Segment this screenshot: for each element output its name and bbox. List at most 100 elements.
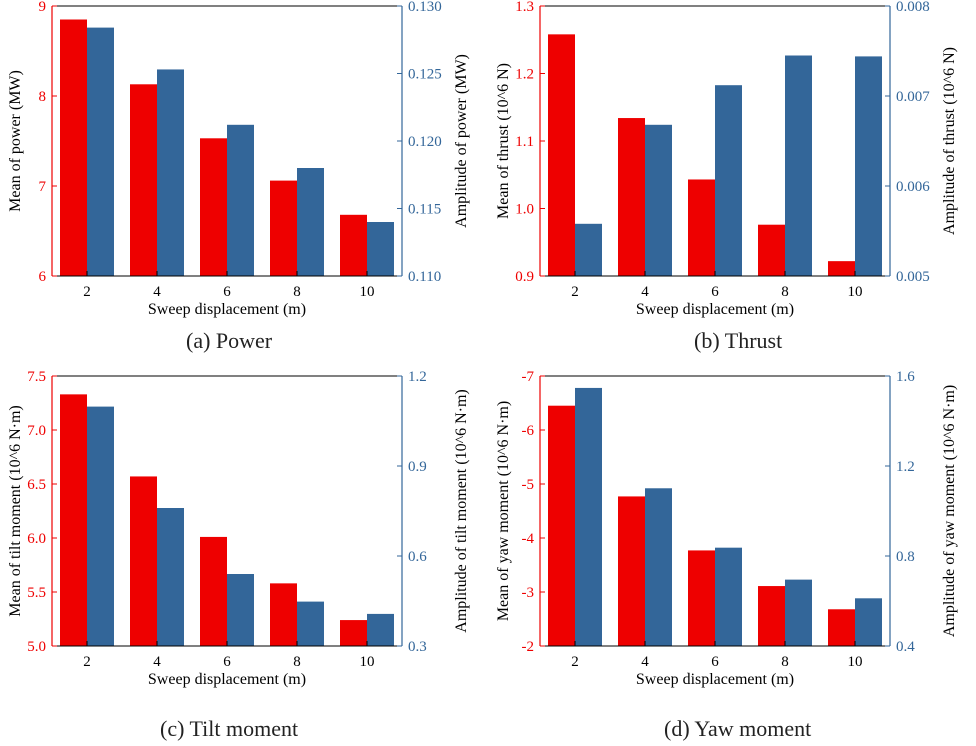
left-axis-label: Mean of tilt moment (10^6 N·m): [7, 405, 24, 616]
bar-amplitude-10: [855, 598, 882, 646]
x-tick-label: 8: [781, 284, 789, 300]
right-tick-label: 0.9: [408, 459, 427, 475]
bar-amplitude-8: [785, 579, 812, 646]
bar-mean-2: [60, 394, 87, 646]
bar-amplitude-2: [87, 27, 114, 276]
chart-tilt-moment: 2 4 6 8 10 5.0 5.5 6.0 6.5 7.0 7.5 0.3 0.6 0.9 1.2 Mean…: [7, 370, 470, 688]
right-tick-label: 1.2: [408, 370, 427, 385]
bar-mean-4: [618, 118, 645, 276]
bar-amplitude-10: [367, 613, 394, 646]
caption-tilt-moment: (c) Tilt moment: [160, 716, 299, 741]
left-tick-label: 5.0: [27, 639, 46, 655]
right-tick-label: 1.2: [896, 459, 915, 475]
bar-mean-2: [60, 19, 87, 276]
bar-amplitude-4: [157, 69, 184, 276]
bar-amplitude-2: [575, 223, 602, 276]
bar-amplitude-6: [227, 574, 254, 646]
bar-amplitude-2: [575, 387, 602, 646]
bar-amplitude-4: [157, 508, 184, 646]
bar-amplitude-6: [715, 547, 742, 646]
bar-amplitude-10: [855, 56, 882, 277]
x-axis-label: Sweep displacement (m): [148, 301, 306, 318]
bar-mean-4: [618, 496, 645, 646]
left-tick-label: -2: [522, 639, 535, 655]
left-axis-label: Mean of yaw moment (10^6 N·m): [495, 401, 512, 621]
right-tick-label: 0.110: [408, 269, 441, 285]
x-tick-label: 10: [360, 654, 375, 670]
bar-mean-10: [340, 620, 367, 646]
left-tick-label: -7: [522, 370, 535, 385]
x-tick-label: 4: [641, 284, 649, 300]
right-axis-label: Amplitude of yaw moment (10^6 N·m): [941, 385, 958, 637]
right-tick-label: 0.007: [896, 89, 930, 105]
bar-mean-2: [548, 34, 575, 276]
left-tick-label: -6: [522, 423, 535, 439]
right-tick-label: 0.008: [896, 0, 930, 15]
left-tick-label: 7.5: [27, 370, 46, 385]
left-tick-label: 7.0: [27, 423, 46, 439]
left-tick-label: 1.0: [515, 202, 534, 218]
chart-power: 2 4 6 8 10 6 7 8 9 0.110 0.115 0.120 0.125 0.130 Mean …: [7, 0, 470, 318]
bar-mean-8: [758, 224, 785, 276]
caption-thrust: (b) Thrust: [694, 328, 783, 353]
right-tick-label: 0.6: [408, 549, 427, 565]
chart-thrust: 2 4 6 8 10 0.9 1.0 1.1 1.2 1.3 0.005 0.006 0.007 0.00…: [495, 0, 958, 318]
bar-amplitude-8: [297, 601, 324, 646]
left-tick-label: 7: [39, 179, 47, 195]
right-tick-label: 0.006: [896, 179, 930, 195]
bar-mean-6: [688, 179, 715, 276]
bar-mean-6: [200, 536, 227, 646]
bar-mean-4: [130, 476, 157, 646]
left-tick-label: 1.2: [515, 67, 534, 83]
bar-mean-8: [758, 586, 785, 646]
left-tick-label: -4: [522, 531, 535, 547]
bar-mean-10: [828, 261, 855, 276]
x-tick-label: 2: [83, 284, 91, 300]
x-axis-label: Sweep displacement (m): [148, 671, 306, 688]
right-tick-label: 0.3: [408, 639, 427, 655]
x-tick-label: 6: [711, 284, 719, 300]
bar-amplitude-4: [645, 488, 672, 646]
left-tick-label: 1.1: [515, 134, 534, 150]
left-axis-label: Mean of thrust (10^6 N): [495, 63, 512, 219]
bar-amplitude-10: [367, 222, 394, 276]
right-axis-label: Amplitude of tilt moment (10^6 N·m): [453, 389, 470, 632]
right-tick-label: 0.8: [896, 549, 915, 565]
x-tick-label: 10: [848, 654, 863, 670]
x-tick-label: 10: [848, 284, 863, 300]
caption-power: (a) Power: [186, 328, 273, 353]
bar-amplitude-6: [715, 85, 742, 276]
right-tick-label: 0.125: [408, 67, 442, 83]
x-tick-label: 10: [360, 284, 375, 300]
left-tick-label: 9: [39, 0, 47, 15]
x-tick-label: 6: [223, 654, 231, 670]
x-tick-label: 2: [83, 654, 91, 670]
right-axis-label: Amplitude of power (MW): [453, 54, 470, 228]
right-tick-label: 0.005: [896, 269, 930, 285]
x-tick-label: 2: [571, 284, 579, 300]
bar-mean-10: [828, 609, 855, 646]
x-tick-label: 4: [153, 284, 161, 300]
bar-amplitude-6: [227, 124, 254, 276]
bar-mean-8: [270, 180, 297, 276]
bar-mean-10: [340, 214, 367, 276]
right-tick-label: 0.115: [408, 202, 441, 218]
bar-mean-6: [688, 550, 715, 646]
bar-mean-6: [200, 138, 227, 276]
x-tick-label: 2: [571, 654, 579, 670]
right-tick-label: 0.120: [408, 134, 442, 150]
left-tick-label: 6.5: [27, 477, 46, 493]
bar-amplitude-8: [785, 55, 812, 276]
right-axis-label: Amplitude of thrust (10^6 N): [941, 47, 958, 235]
x-axis-label: Sweep displacement (m): [636, 671, 794, 688]
x-tick-label: 8: [781, 654, 789, 670]
bar-mean-2: [548, 405, 575, 646]
bar-mean-4: [130, 84, 157, 276]
bar-mean-8: [270, 583, 297, 646]
x-tick-label: 4: [641, 654, 649, 670]
x-tick-label: 6: [223, 284, 231, 300]
right-tick-label: 0.130: [408, 0, 442, 15]
left-tick-label: -5: [522, 477, 535, 493]
left-tick-label: -3: [522, 585, 535, 601]
x-tick-label: 8: [293, 284, 301, 300]
